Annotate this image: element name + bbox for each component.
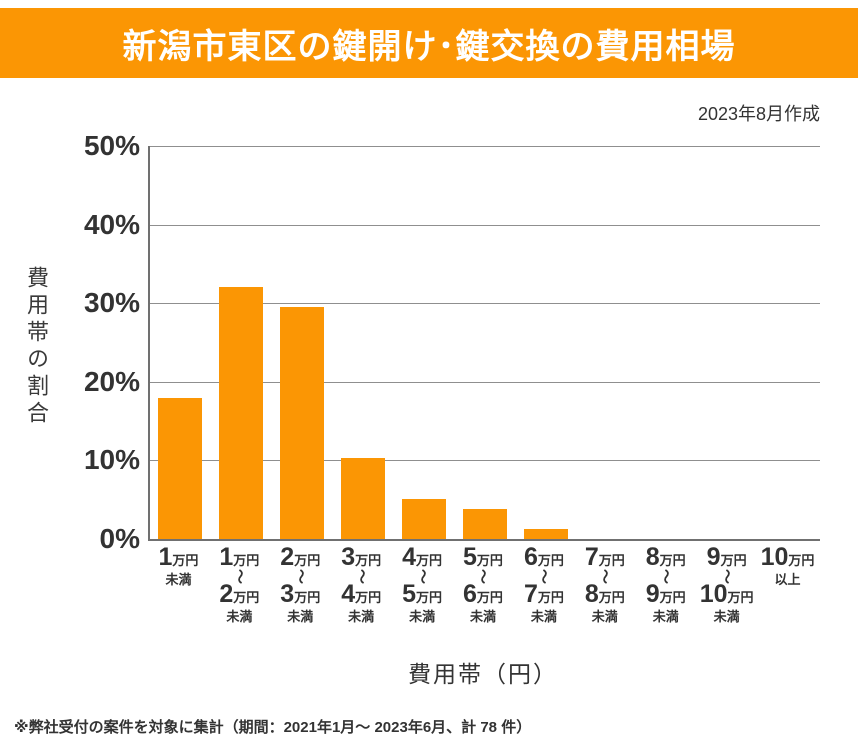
x-tick-label: 5万円～ 6万円 未満 xyxy=(463,543,503,624)
bar-6万円～7万円未満 xyxy=(523,528,568,539)
grid-line xyxy=(150,224,820,226)
x-tick-label: 4万円～ 5万円 未満 xyxy=(402,543,443,624)
title-banner: 新潟市東区の鍵開け･鍵交換の費用相場 xyxy=(0,8,858,78)
range-tilde: ～ xyxy=(596,568,614,585)
page-title: 新潟市東区の鍵開け･鍵交換の費用相場 xyxy=(122,27,736,66)
y-tick-label: 40% xyxy=(83,208,140,240)
x-axis-tick-labels: 1万円 未満 1万円～ 2万円 未満 2万円～ 3万円 未満 3万円～ 4万円 未満 4万円～ 5万円未… xyxy=(148,543,818,631)
y-tick-label: 50% xyxy=(83,130,140,161)
x-tick-label: 3万円～ 4万円 未満 xyxy=(341,543,382,624)
bar-3万円～4万円未満 xyxy=(341,458,386,539)
x-tick-label: 1万円～ 2万円 未満 xyxy=(219,543,260,624)
source-note: ※弊社受付の案件を対象に集計（期間：2021年1月～ 2023年6月、計 78 … xyxy=(14,719,532,736)
y-tick-label: 30% xyxy=(83,287,140,319)
y-axis-title: 費用帯の割合 xyxy=(24,266,49,428)
bar-5万円～6万円未満 xyxy=(463,509,507,539)
range-tilde: ～ xyxy=(474,568,492,585)
range-tilde: ～ xyxy=(657,568,675,585)
x-tick-label: 1万円 未満 xyxy=(158,543,199,587)
x-tick-label: 2万円～ 3万円 未満 xyxy=(280,543,321,624)
grid-line xyxy=(150,146,820,147)
y-tick-label: 0% xyxy=(99,523,140,554)
chart-plot-area xyxy=(148,146,820,541)
grid-line xyxy=(150,381,820,383)
bar-1万円～2万円未満 xyxy=(219,286,264,539)
x-tick-label: 10万円 以上 xyxy=(760,543,815,587)
range-tilde: ～ xyxy=(230,568,248,585)
x-tick-label: 9万円～ 10万円 未満 xyxy=(699,543,754,624)
x-axis-title: 費用帯（円） xyxy=(408,661,558,687)
range-tilde: ～ xyxy=(413,568,431,585)
x-tick-label: 6万円～ 7万円 未満 xyxy=(523,543,564,624)
range-tilde: ～ xyxy=(535,568,553,585)
bar-4万円～5万円未満 xyxy=(402,498,447,539)
y-tick-label: 20% xyxy=(83,365,140,397)
range-tilde: ～ xyxy=(291,568,309,585)
bar-2万円～3万円未満 xyxy=(280,307,325,539)
bar-1万円未満 xyxy=(158,398,203,539)
range-tilde: ～ xyxy=(718,568,736,585)
x-tick-label: 7万円～ 8万円 未満 xyxy=(584,543,625,624)
range-tilde: ～ xyxy=(352,568,370,585)
y-axis-tick-labels: 50% 40% 30% 20% 10% 0% xyxy=(0,130,140,554)
y-tick-label: 10% xyxy=(83,444,140,476)
creation-date-note: 2023年8月作成 xyxy=(697,104,820,124)
grid-line xyxy=(150,460,820,462)
grid-line xyxy=(150,303,820,305)
x-tick-label: 8万円～ 9万円 未満 xyxy=(645,543,686,624)
